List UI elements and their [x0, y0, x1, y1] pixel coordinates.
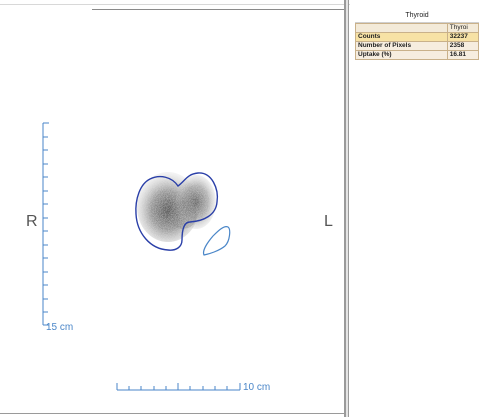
orientation-left-marker: L — [324, 213, 333, 230]
roi-statistics-panel: Thyroid Thyroi Counts 32237 Number of Pi… — [350, 0, 479, 417]
vertical-scale-label: 15 cm — [46, 322, 74, 333]
viewer-bottom-border — [0, 413, 348, 414]
viewer-right-border — [344, 0, 345, 417]
scan-canvas[interactable] — [0, 0, 345, 417]
horizontal-scale-label: 10 cm — [243, 382, 271, 393]
table-row-counts[interactable]: Counts 32237 — [355, 32, 479, 42]
row-value: 16.81 — [446, 50, 479, 60]
row-value: 32237 — [446, 32, 479, 42]
top-rule — [0, 4, 479, 5]
thyroid-uptake-image — [137, 172, 216, 242]
row-label: Counts — [355, 32, 448, 42]
table-header-blank — [355, 23, 448, 33]
table-row-uptake[interactable]: Uptake (%) 16.81 — [355, 50, 479, 60]
row-label: Number of Pixels — [355, 41, 448, 51]
orientation-right-marker: R — [26, 213, 38, 230]
background-roi-outline[interactable] — [202, 226, 231, 256]
table-header-row: Thyroi — [355, 23, 479, 33]
row-label: Uptake (%) — [355, 50, 448, 60]
thyroid-roi-outline[interactable] — [135, 172, 219, 251]
roi-stats-table: Thyroi Counts 32237 Number of Pixels 235… — [355, 23, 479, 60]
panel-title: Thyroid — [355, 10, 479, 23]
viewer-top-edge — [92, 9, 344, 10]
horizontal-scale-bar — [116, 383, 241, 391]
column-header-thyroid: Thyroi — [446, 23, 479, 33]
row-value: 2358 — [446, 41, 479, 51]
vertical-scale-bar — [42, 122, 49, 326]
table-row-number-of-pixels[interactable]: Number of Pixels 2358 — [355, 41, 479, 51]
panel-splitter[interactable] — [345, 0, 349, 417]
